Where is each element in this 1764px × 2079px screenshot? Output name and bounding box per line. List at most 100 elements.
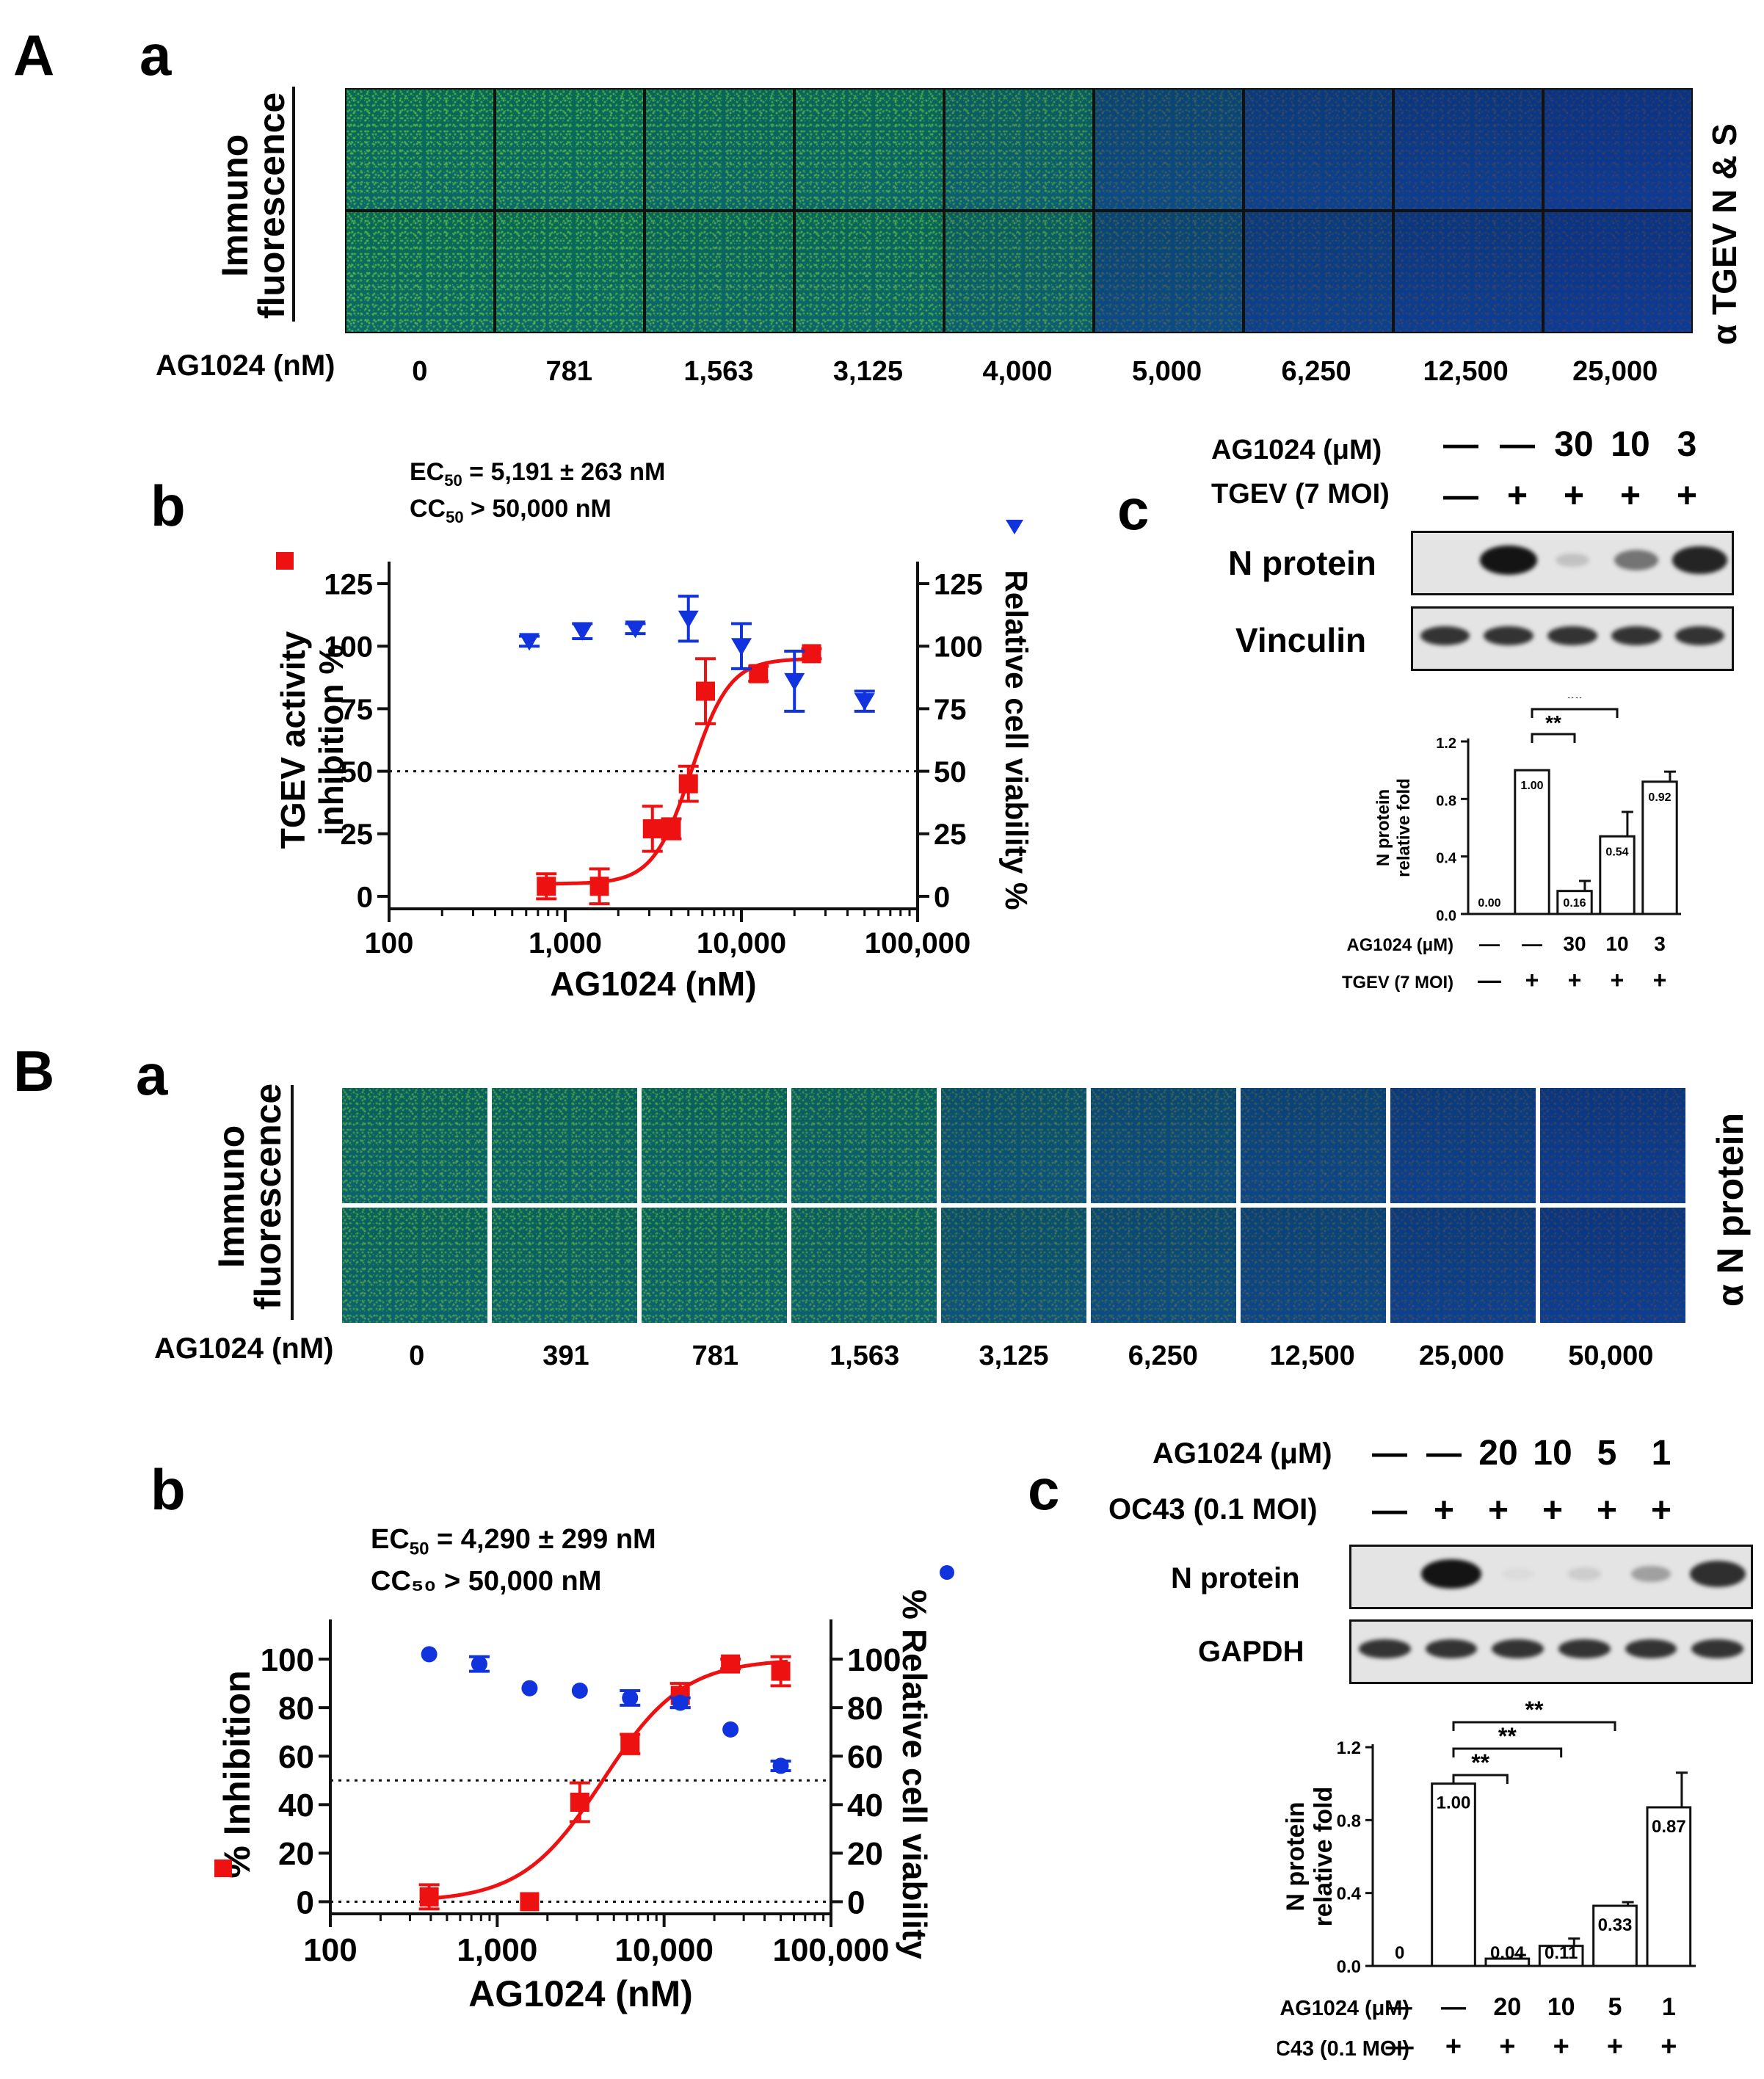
Bc-ag-5: 5 [1608, 1993, 1622, 2021]
Ac-n-protein-band-5 [1672, 546, 1728, 574]
Ba-side-label: α N protein [1710, 1112, 1751, 1307]
Ba-tile-r2-c8 [1390, 1208, 1536, 1323]
Aa-tile-r1-c4 [796, 90, 943, 209]
Ac-virus-4: + [1611, 967, 1625, 993]
Bc-sig-bracket-2 [1452, 1747, 1563, 1757]
Ab-viability-point-5 [731, 638, 752, 656]
Bb-legend-viability-marker [940, 1565, 954, 1580]
Bb-inhibition-point-2 [520, 1892, 540, 1912]
Aa-dose-4: 3,125 [832, 356, 903, 387]
Ab-dose-response-chart: 0 0 25 25 50 50 75 75 100 100 125 125 100 1,000 10,000… [274, 520, 1034, 1003]
Bc-virus-label: OC43 (0.1 MOI) [1108, 1493, 1318, 1525]
Bc-n-protein-band-2 [1421, 1559, 1481, 1589]
Ac-virus-5: + [1676, 476, 1698, 515]
panel-Ba-letter: a [136, 1042, 168, 1107]
Ab-legend-viability-marker [1006, 520, 1023, 534]
Bb-viability-point-2 [471, 1655, 487, 1672]
Bc-sig-2: ** [1498, 1723, 1517, 1749]
Ac-bar-4 [1599, 835, 1636, 915]
Bc-n-protein-band-3 [1502, 1568, 1533, 1580]
Aa-tile-r2-c3 [646, 212, 793, 332]
Aa-tile-r2-c6 [1095, 212, 1242, 332]
Ba-dose-7: 12,500 [1269, 1340, 1355, 1371]
Bc-gapdh-band-4 [1558, 1639, 1611, 1659]
Aa-dose-7: 6,250 [1281, 356, 1351, 387]
Ac-virus-2: + [1506, 476, 1528, 515]
Bb-y2label: % Relative cell viability [896, 1589, 934, 1959]
Ba-tile-r2-c9 [1540, 1208, 1685, 1323]
Ab-viability-point-6 [784, 672, 805, 691]
Bc-ytick-1: 1.2 [1337, 1738, 1361, 1758]
Ba-row-rule [291, 1085, 294, 1320]
Ba-tile-r1-c7 [1241, 1088, 1386, 1203]
Ab-viability-point-1 [519, 633, 540, 651]
Bc-protein-label: N protein [1171, 1562, 1300, 1594]
Ab-ytick-left-2: 25 [341, 819, 374, 851]
Ac-ytick-2: 0.8 [1436, 793, 1456, 809]
Ba-row-label-2: fluorescence [247, 1083, 288, 1310]
Bc-bar-3-label: 0.04 [1490, 1943, 1525, 1963]
Bc-gapdh-band-6 [1691, 1639, 1744, 1659]
Aa-tile-r1-c1 [346, 90, 493, 209]
Bb-ec50-value: = 4,290 ± 299 nM [429, 1524, 656, 1555]
Ac-n-protein-band-1 [1431, 555, 1459, 566]
Aa-row-label: Immuno fluorescence [214, 88, 292, 323]
Ac-bar-5 [1641, 780, 1678, 915]
Ab-inhibition-point-6 [696, 681, 716, 701]
Aa-dose-label: AG1024 (nM) [156, 349, 335, 382]
Bb-cc50: CC₅₀ > 50,000 nM [371, 1566, 602, 1597]
Ba-tile-r2-c5 [941, 1208, 1086, 1323]
Ab-xtick-2: 1,000 [529, 927, 602, 959]
Aa-dose-6: 5,000 [1131, 356, 1202, 387]
Ac-ag-4: 10 [1605, 932, 1628, 955]
Bb-viability-point-3 [521, 1680, 538, 1697]
Ac-vinculin-band-3 [1547, 625, 1597, 646]
Aa-tile-r1-c3 [646, 90, 793, 209]
Aa-row-rule [292, 87, 295, 322]
Ac-ylabel-1: N protein [1373, 789, 1393, 866]
Ba-row-label: Immuno fluorescence [211, 1072, 288, 1321]
Bc-virus-1: — [1386, 2031, 1414, 2062]
panel-Aa-letter: a [139, 23, 172, 87]
Ab-viability-point-3 [625, 620, 646, 639]
Ac-n-protein-band-2 [1480, 545, 1538, 575]
Aa-side-label: α TGEV N & S [1705, 123, 1743, 345]
Aa-tile-r2-c1 [346, 212, 493, 332]
Ab-inhibition-point-3 [642, 819, 662, 838]
Ab-ec50-value: = 5,191 ± 263 nM [462, 458, 666, 486]
Bb-ylabel-1: % Inhibition [217, 1670, 258, 1878]
Bc-virus-3: + [1487, 1491, 1509, 1530]
Ac-sig-1: ** [1545, 711, 1561, 734]
Ac-ag-4: 10 [1611, 425, 1650, 464]
Bc-sig-bracket-3 [1452, 1721, 1616, 1731]
Aa-tile-r1-c6 [1095, 90, 1242, 209]
Bb-ytick-left-2: 20 [278, 1836, 314, 1872]
Bc-bar-5-label: 0.33 [1598, 1915, 1633, 1935]
Ac-vinculin-band-1 [1420, 625, 1470, 646]
panel-Ac-letter: c [1117, 477, 1150, 542]
panel-Bc-letter: c [1028, 1457, 1060, 1522]
Ac-ylabel-2: relative fold [1394, 778, 1414, 877]
Ba-dose-8: 25,000 [1418, 1340, 1505, 1371]
Ba-tile-r2-c6 [1091, 1208, 1236, 1323]
Bb-dose-response-chart: 0 0 20 20 40 40 60 60 80 80 100 100 100 1,000 10,000 10… [214, 1565, 954, 2014]
Ba-dose-1: 0 [409, 1340, 425, 1371]
Bc-virus-2: + [1445, 2031, 1462, 2062]
Aa-tile-r2-c9 [1545, 212, 1691, 332]
Bc-virus-4: + [1542, 1491, 1564, 1530]
Bc-gapdh-band-1 [1358, 1639, 1411, 1659]
Ab-legend-inhibition-marker [276, 552, 294, 570]
Bc-ag-5: 5 [1597, 1434, 1617, 1473]
Bc-virus-1: — [1372, 1491, 1407, 1530]
Aa-tile-r2-c2 [496, 212, 643, 332]
Bc-control-label: GAPDH [1198, 1636, 1304, 1668]
Ba-tile-r1-c8 [1390, 1088, 1536, 1203]
Bc-gapdh-blot [1349, 1619, 1753, 1684]
Ba-tile-r2-c7 [1241, 1208, 1386, 1323]
Ab-viability-point-4 [678, 610, 699, 628]
panel-Ab-letter: b [150, 474, 186, 538]
Ab-ytick-right-4: 75 [934, 694, 967, 726]
Ab-y2label: Relative cell viability % [999, 570, 1034, 910]
Bc-n-protein-band-1 [1370, 1569, 1400, 1580]
Ab-ytick-right-6: 125 [934, 568, 983, 601]
